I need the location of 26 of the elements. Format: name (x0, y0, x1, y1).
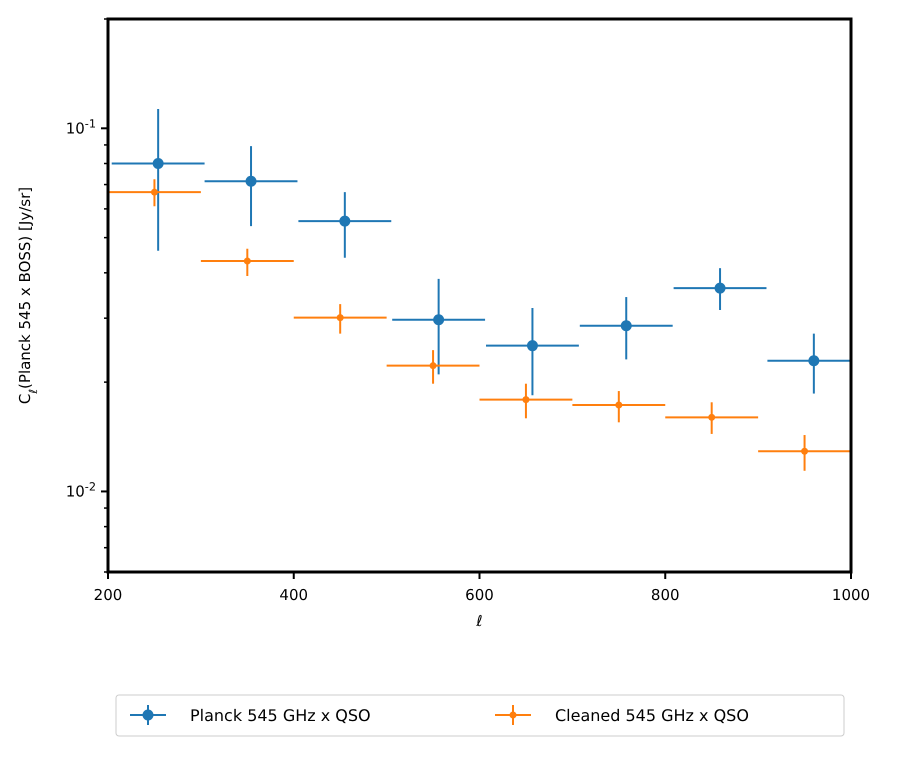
y-tick-label: 10$^{-1}$ (66, 116, 96, 138)
point (430, 362, 437, 370)
point (708, 414, 716, 421)
point (433, 314, 444, 326)
x-tick-label: 600 (465, 586, 494, 604)
point (150, 188, 158, 196)
point (152, 158, 164, 170)
point (339, 216, 350, 227)
point (246, 176, 257, 187)
point (522, 396, 530, 404)
point (615, 402, 622, 408)
y-tick-label: 10$^{-2}$ (66, 480, 96, 500)
point (808, 355, 820, 366)
point (244, 258, 251, 265)
point (801, 448, 808, 455)
legend-label: Planck 545 GHz x QSO (190, 706, 371, 725)
x-tick-label: 1000 (832, 586, 870, 604)
x-tick-label: 400 (279, 586, 308, 604)
x-axis-title: ℓ (475, 612, 483, 630)
point (336, 314, 344, 322)
point (526, 340, 538, 352)
point (620, 320, 632, 332)
x-tick-label: 200 (94, 586, 122, 604)
point (714, 282, 726, 294)
x-tick-label: 800 (650, 586, 680, 604)
legend-label: Cleaned 545 GHz x QSO (555, 706, 749, 725)
